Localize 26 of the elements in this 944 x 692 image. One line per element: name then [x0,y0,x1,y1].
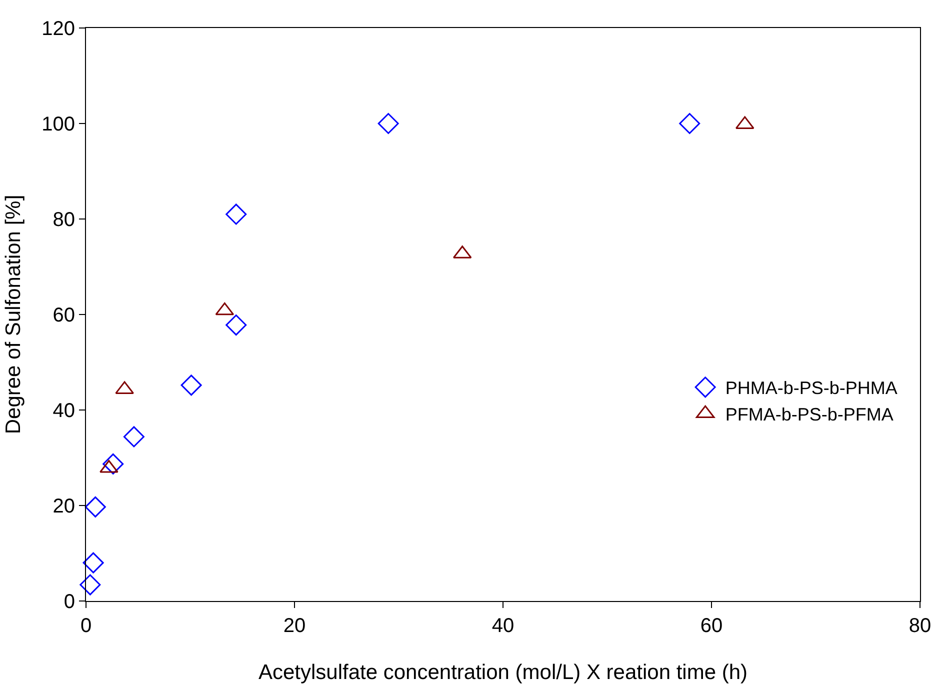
y-axis-title: Degree of Sulfonation [%] [2,194,25,434]
x-tick-label: 60 [700,615,723,637]
y-tick-label: 40 [52,400,75,422]
y-tick-label: 100 [42,114,75,136]
x-tick-label: 20 [283,615,306,637]
point [80,574,101,596]
point [123,426,144,448]
point [84,496,106,518]
point [226,314,247,336]
x-tick-label: 0 [80,615,92,637]
y-tick-label: 60 [52,304,75,326]
y-tick-label: 80 [52,209,75,231]
point [378,113,399,134]
legend-label: PHMA-b-PS-b-PHMA [725,378,898,398]
y-tick-label: 20 [52,496,75,518]
point [102,453,124,474]
x-axis-title: Acetylsulfate concentration (mol/L) X reation time (h) [258,661,748,684]
point [82,552,104,574]
point [226,204,247,225]
point [180,374,202,396]
point [679,113,700,134]
y-tick-label: 0 [64,591,75,613]
x-tick-label: 40 [492,615,514,637]
legend-label: PFMA-b-PS-b-PFMA [725,404,894,425]
y-tick-label: 120 [42,18,75,40]
x-tick-label: 80 [908,615,932,637]
